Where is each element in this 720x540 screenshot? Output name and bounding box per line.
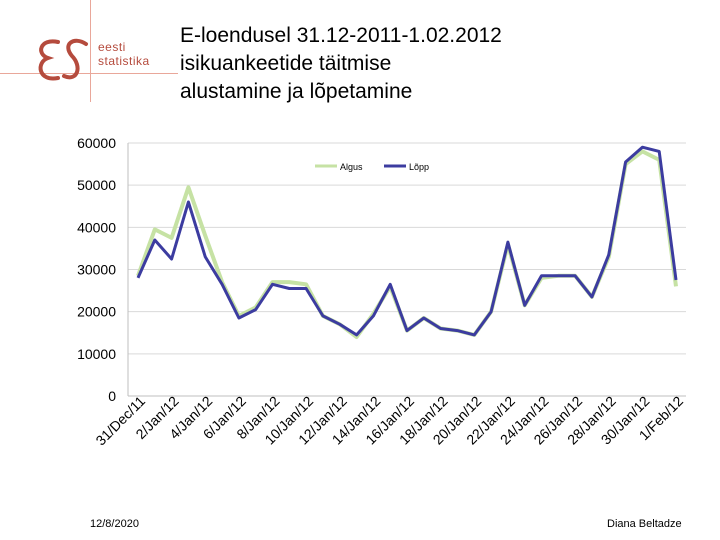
statistics-logo-icon [38, 38, 88, 81]
legend-label: Algus [340, 162, 363, 172]
y-tick-label: 10000 [77, 346, 116, 362]
series-line-algus [136, 149, 678, 339]
y-tick-label: 40000 [77, 219, 116, 235]
logo-text-line-1: eesti [98, 40, 126, 54]
legend-label: Lõpp [409, 162, 429, 172]
title-line-1: E-loendusel 31.12-2011-1.02.2012 [180, 24, 502, 47]
slide-title: E-loendusel 31.12-2011-1.02.2012 isikuan… [180, 22, 640, 106]
footer-author: Diana Beltadze [607, 518, 682, 530]
title-line-3: alustamine ja lõpetamine [180, 80, 413, 103]
y-tick-label: 30000 [77, 262, 116, 278]
footer-date: 12/8/2020 [90, 518, 139, 530]
logo-rule-vertical [90, 0, 91, 102]
y-tick-label: 0 [108, 388, 116, 404]
y-tick-label: 20000 [77, 304, 116, 320]
logo-rule-horizontal [0, 73, 178, 74]
logo-text: eesti statistika [98, 40, 150, 68]
series-line-lopp [136, 145, 678, 337]
y-tick-label: 60000 [77, 135, 116, 151]
logo-text-line-2: statistika [98, 54, 150, 68]
title-line-2: isikuankeetide täitmise [180, 52, 392, 75]
x-tick-label: 31/Dec/11 [92, 393, 148, 449]
y-tick-label: 50000 [77, 177, 116, 193]
